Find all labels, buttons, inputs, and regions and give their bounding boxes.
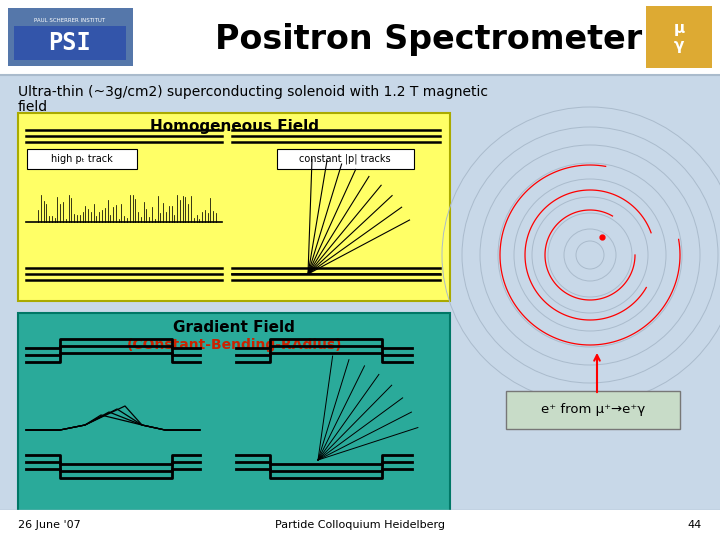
Text: 44: 44 <box>688 520 702 530</box>
Text: Partide Colloquium Heidelberg: Partide Colloquium Heidelberg <box>275 520 445 530</box>
Text: 26 June '07: 26 June '07 <box>18 520 81 530</box>
FancyBboxPatch shape <box>27 149 137 169</box>
FancyBboxPatch shape <box>506 391 680 429</box>
Text: field: field <box>18 100 48 114</box>
FancyBboxPatch shape <box>277 149 414 169</box>
Text: PAUL SCHERRER INSTITUT: PAUL SCHERRER INSTITUT <box>35 18 106 23</box>
FancyBboxPatch shape <box>14 26 126 60</box>
Text: constant |p| tracks: constant |p| tracks <box>300 154 391 164</box>
FancyBboxPatch shape <box>18 113 450 301</box>
Text: PSI: PSI <box>49 31 91 55</box>
Text: Ultra-thin (~3g/cm2) superconducting solenoid with 1.2 T magnetic: Ultra-thin (~3g/cm2) superconducting sol… <box>18 85 488 99</box>
Text: Homogeneous Field: Homogeneous Field <box>150 119 318 134</box>
Text: high pₜ track: high pₜ track <box>51 154 113 164</box>
FancyBboxPatch shape <box>18 313 450 513</box>
Text: (COnstant-Bending-RAdius): (COnstant-Bending-RAdius) <box>126 338 342 352</box>
FancyBboxPatch shape <box>0 0 720 75</box>
FancyBboxPatch shape <box>0 510 720 540</box>
FancyBboxPatch shape <box>646 6 712 68</box>
Text: e⁺ from μ⁺→e⁺γ: e⁺ from μ⁺→e⁺γ <box>541 403 645 416</box>
Text: Gradient Field: Gradient Field <box>173 321 295 335</box>
Text: Positron Spectrometer: Positron Spectrometer <box>215 24 642 57</box>
Text: μ
γ: μ γ <box>673 21 685 53</box>
FancyBboxPatch shape <box>8 8 133 66</box>
